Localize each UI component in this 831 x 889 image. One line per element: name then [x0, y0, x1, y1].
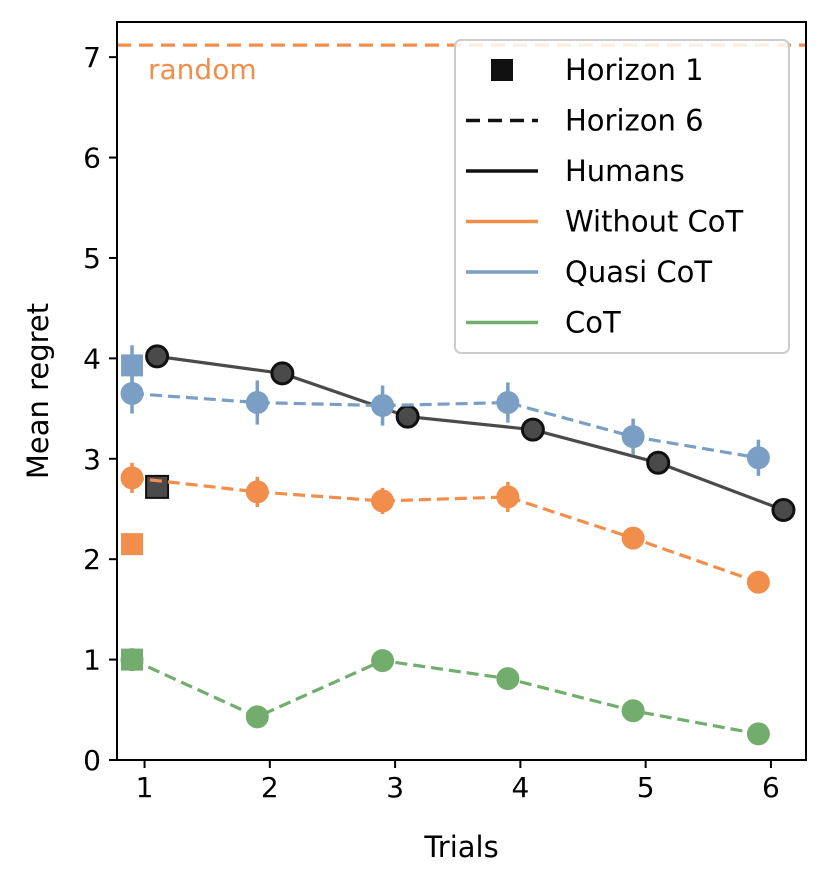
- point-quasi_cot: [621, 425, 645, 449]
- legend-item: Quasi CoT: [466, 255, 712, 289]
- legend-swatch: [491, 59, 513, 81]
- series-without_cot: [120, 462, 770, 594]
- y-tick-label: 4: [83, 342, 101, 375]
- point-quasi_cot: [746, 446, 770, 470]
- y-tick-label: 2: [83, 543, 101, 576]
- point-humans: [646, 450, 671, 475]
- point-humans: [520, 417, 545, 442]
- marker-horizon1-without_cot: [121, 533, 144, 556]
- random-label: random: [148, 53, 257, 86]
- point-quasi_cot: [371, 394, 395, 418]
- point-cot: [371, 649, 395, 673]
- plot-area: [117, 43, 806, 746]
- legend-item: Horizon 6: [466, 104, 704, 138]
- legend-item: Humans: [466, 154, 685, 188]
- point-without_cot: [120, 466, 144, 490]
- point-cot: [496, 667, 520, 691]
- axes-frame: [116, 21, 807, 761]
- series-line-quasi_cot: [131, 391, 759, 460]
- legend-item: Horizon 1: [491, 53, 704, 87]
- point-without_cot: [746, 570, 770, 594]
- legend-label: Without CoT: [565, 205, 744, 239]
- point-without_cot: [245, 480, 269, 504]
- series-line-humans: [156, 354, 785, 512]
- y-tick-label: 1: [83, 644, 101, 677]
- y-tick-label: 6: [83, 142, 101, 175]
- axes: random 1 2 3 4 5 6 0 1 2 3 4 5 6 7 Trials Mean regret: [21, 21, 807, 864]
- point-humans: [395, 404, 420, 429]
- y-tick-label: 7: [83, 41, 101, 74]
- series-quasi_cot: [120, 345, 770, 476]
- legend-label: CoT: [565, 306, 621, 340]
- point-cot: [746, 722, 770, 746]
- point-cot: [120, 648, 144, 672]
- point-quasi_cot: [496, 391, 520, 415]
- legend-box: [454, 39, 790, 354]
- series-line-without_cot: [131, 476, 759, 584]
- y-axis-label: Mean regret: [21, 303, 55, 479]
- point-cot: [245, 705, 269, 729]
- legend: Horizon 1 Horizon 6 Humans Without CoT Quasi…: [454, 39, 790, 354]
- x-tick-label: 2: [261, 771, 279, 804]
- x-tick-label: 3: [386, 771, 404, 804]
- series-cot: [120, 648, 770, 746]
- legend-label: Horizon 6: [565, 104, 704, 138]
- legend-item: CoT: [466, 306, 621, 340]
- x-tick-label: 1: [136, 771, 154, 804]
- series-humans: [145, 344, 796, 522]
- point-humans: [270, 361, 295, 386]
- legend-item: Without CoT: [466, 205, 744, 239]
- point-quasi_cot: [120, 382, 144, 406]
- legend-label: Horizon 1: [565, 53, 704, 87]
- marker-horizon1-quasi_cot: [121, 354, 144, 377]
- legend-label: Humans: [565, 154, 685, 188]
- series-line-cot: [131, 658, 759, 736]
- point-without_cot: [621, 526, 645, 550]
- legend-label: Quasi CoT: [565, 255, 712, 289]
- point-quasi_cot: [245, 391, 269, 415]
- x-tick-label: 4: [511, 771, 529, 804]
- point-humans: [145, 344, 170, 369]
- y-tick-label: 0: [83, 744, 101, 777]
- point-without_cot: [496, 485, 520, 509]
- point-without_cot: [371, 489, 395, 513]
- y-tick-label: 3: [83, 443, 101, 476]
- point-humans: [771, 497, 796, 522]
- x-tick-label: 6: [762, 771, 780, 804]
- x-axis-label: Trials: [423, 830, 498, 864]
- point-cot: [621, 699, 645, 723]
- y-tick-label: 5: [83, 242, 101, 275]
- x-tick-label: 5: [637, 771, 655, 804]
